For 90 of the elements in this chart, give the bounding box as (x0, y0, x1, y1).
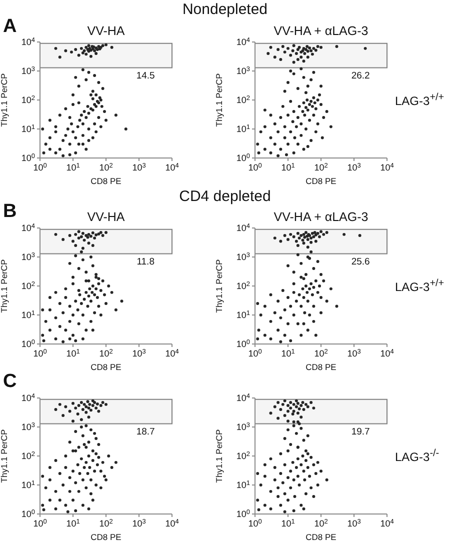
x-tick-label: 10$^{0}$ (248, 162, 262, 173)
x-tick-label: 10$^{0}$ (248, 348, 262, 359)
x-tick-label: 10$^{1}$ (281, 348, 296, 359)
y-tick-label: 10$^{0}$ (236, 338, 250, 350)
x-tick-label: 10$^{1}$ (281, 162, 296, 173)
band-label: 25.6 (351, 256, 370, 268)
x-tick-label: 10$^{0}$ (33, 162, 48, 173)
y-axis-title: Thy1.1 PerCP (0, 428, 9, 483)
chart-title: VV-HA (86, 210, 126, 224)
y-tick-label: 10$^{2}$ (21, 94, 36, 106)
y-tick-label: 10$^{3}$ (21, 252, 36, 262)
chart-title: VV-HA (86, 24, 126, 38)
y-axis-title: Thy1.1 PerCP (214, 258, 224, 313)
text: B (3, 201, 18, 224)
x-tick-label: 10$^{4}$ (165, 518, 180, 529)
y-tick-label: 10$^{1}$ (236, 480, 250, 490)
y-tick-label: 10$^{4}$ (236, 222, 250, 234)
x-axis-title: CD8 PE (90, 532, 122, 542)
x-axis-title: CD8 PE (90, 362, 122, 372)
y-tick-label: 10$^{1}$ (21, 310, 36, 320)
y-tick-label: 10$^{4}$ (21, 392, 36, 404)
x-tick-label: 10$^{2}$ (314, 162, 328, 173)
y-tick-label: 10$^{0}$ (21, 508, 36, 520)
text: C (3, 371, 18, 394)
y-tick-label: 10$^{1}$ (21, 124, 36, 134)
y-tick-label: 10$^{3}$ (21, 422, 36, 432)
x-tick-label: 10$^{3}$ (347, 518, 362, 529)
text: LAG-3$^{+/+}$ (395, 92, 446, 108)
x-tick-label: 10$^{2}$ (99, 162, 114, 173)
x-axis-title: CD8 PE (90, 176, 122, 186)
y-tick-label: 10$^{4}$ (21, 222, 36, 234)
x-tick-label: 10$^{4}$ (165, 348, 180, 359)
y-tick-label: 10$^{0}$ (21, 338, 36, 350)
chart-title: VV-HA + αLAG-3 (272, 24, 370, 38)
y-axis-title: Thy1.1 PerCP (214, 428, 224, 483)
text: LAG-3$^{-/-}$ (395, 448, 440, 464)
x-axis-title: CD8 PE (306, 362, 337, 372)
x-tick-label: 10$^{2}$ (314, 348, 328, 359)
x-tick-label: 10$^{0}$ (248, 518, 262, 529)
y-tick-label: 10$^{1}$ (236, 124, 250, 134)
text: CD4 depleted (179, 188, 271, 205)
y-tick-label: 10$^{1}$ (21, 480, 36, 490)
x-tick-label: 10$^{4}$ (380, 518, 394, 529)
x-tick-label: 10$^{3}$ (132, 518, 146, 529)
y-tick-label: 10$^{0}$ (236, 508, 250, 520)
x-tick-label: 10$^{1}$ (66, 518, 80, 529)
y-axis-title: Thy1.1 PerCP (0, 258, 9, 313)
band-label: 19.7 (351, 426, 370, 438)
x-tick-label: 10$^{2}$ (99, 348, 114, 359)
y-tick-label: 10$^{2}$ (21, 450, 36, 462)
y-tick-label: 10$^{3}$ (236, 252, 250, 262)
x-tick-label: 10$^{1}$ (66, 162, 80, 173)
x-tick-label: 10$^{1}$ (281, 518, 296, 529)
x-tick-label: 10$^{4}$ (165, 162, 180, 173)
y-tick-label: 10$^{2}$ (236, 280, 250, 292)
band-label: 26.2 (351, 70, 370, 82)
y-axis-title: Thy1.1 PerCP (0, 72, 9, 127)
x-tick-label: 10$^{3}$ (347, 348, 362, 359)
x-axis-title: CD8 PE (306, 532, 337, 542)
text: LAG-3$^{+/+}$ (395, 278, 446, 294)
y-tick-label: 10$^{4}$ (21, 36, 36, 48)
x-tick-label: 10$^{4}$ (380, 348, 394, 359)
x-tick-label: 10$^{2}$ (99, 518, 114, 529)
y-axis-title: Thy1.1 PerCP (214, 72, 224, 127)
x-tick-label: 10$^{4}$ (380, 162, 394, 173)
y-tick-label: 10$^{1}$ (236, 310, 250, 320)
x-tick-label: 10$^{0}$ (33, 518, 48, 529)
y-tick-label: 10$^{3}$ (236, 66, 250, 76)
x-tick-label: 10$^{3}$ (132, 162, 146, 173)
y-tick-label: 10$^{4}$ (236, 36, 250, 48)
text: Nondepleted (182, 1, 268, 18)
y-tick-label: 10$^{2}$ (21, 280, 36, 292)
band-label: 18.7 (136, 426, 155, 438)
x-tick-label: 10$^{2}$ (314, 518, 328, 529)
band-label: 11.8 (136, 256, 154, 268)
y-tick-label: 10$^{2}$ (236, 450, 250, 462)
y-tick-label: 10$^{2}$ (236, 94, 250, 106)
y-tick-label: 10$^{4}$ (236, 392, 250, 404)
x-tick-label: 10$^{0}$ (33, 348, 48, 359)
y-tick-label: 10$^{0}$ (236, 152, 250, 164)
x-tick-label: 10$^{1}$ (66, 348, 80, 359)
y-tick-label: 10$^{0}$ (21, 152, 36, 164)
x-tick-label: 10$^{3}$ (132, 348, 146, 359)
y-tick-label: 10$^{3}$ (236, 422, 250, 432)
y-tick-label: 10$^{3}$ (21, 66, 36, 76)
x-axis-title: CD8 PE (306, 176, 337, 186)
x-tick-label: 10$^{3}$ (347, 162, 362, 173)
band-label: 14.5 (136, 70, 155, 82)
chart-title: VV-HA + αLAG-3 (272, 210, 370, 224)
text: A (3, 16, 18, 39)
